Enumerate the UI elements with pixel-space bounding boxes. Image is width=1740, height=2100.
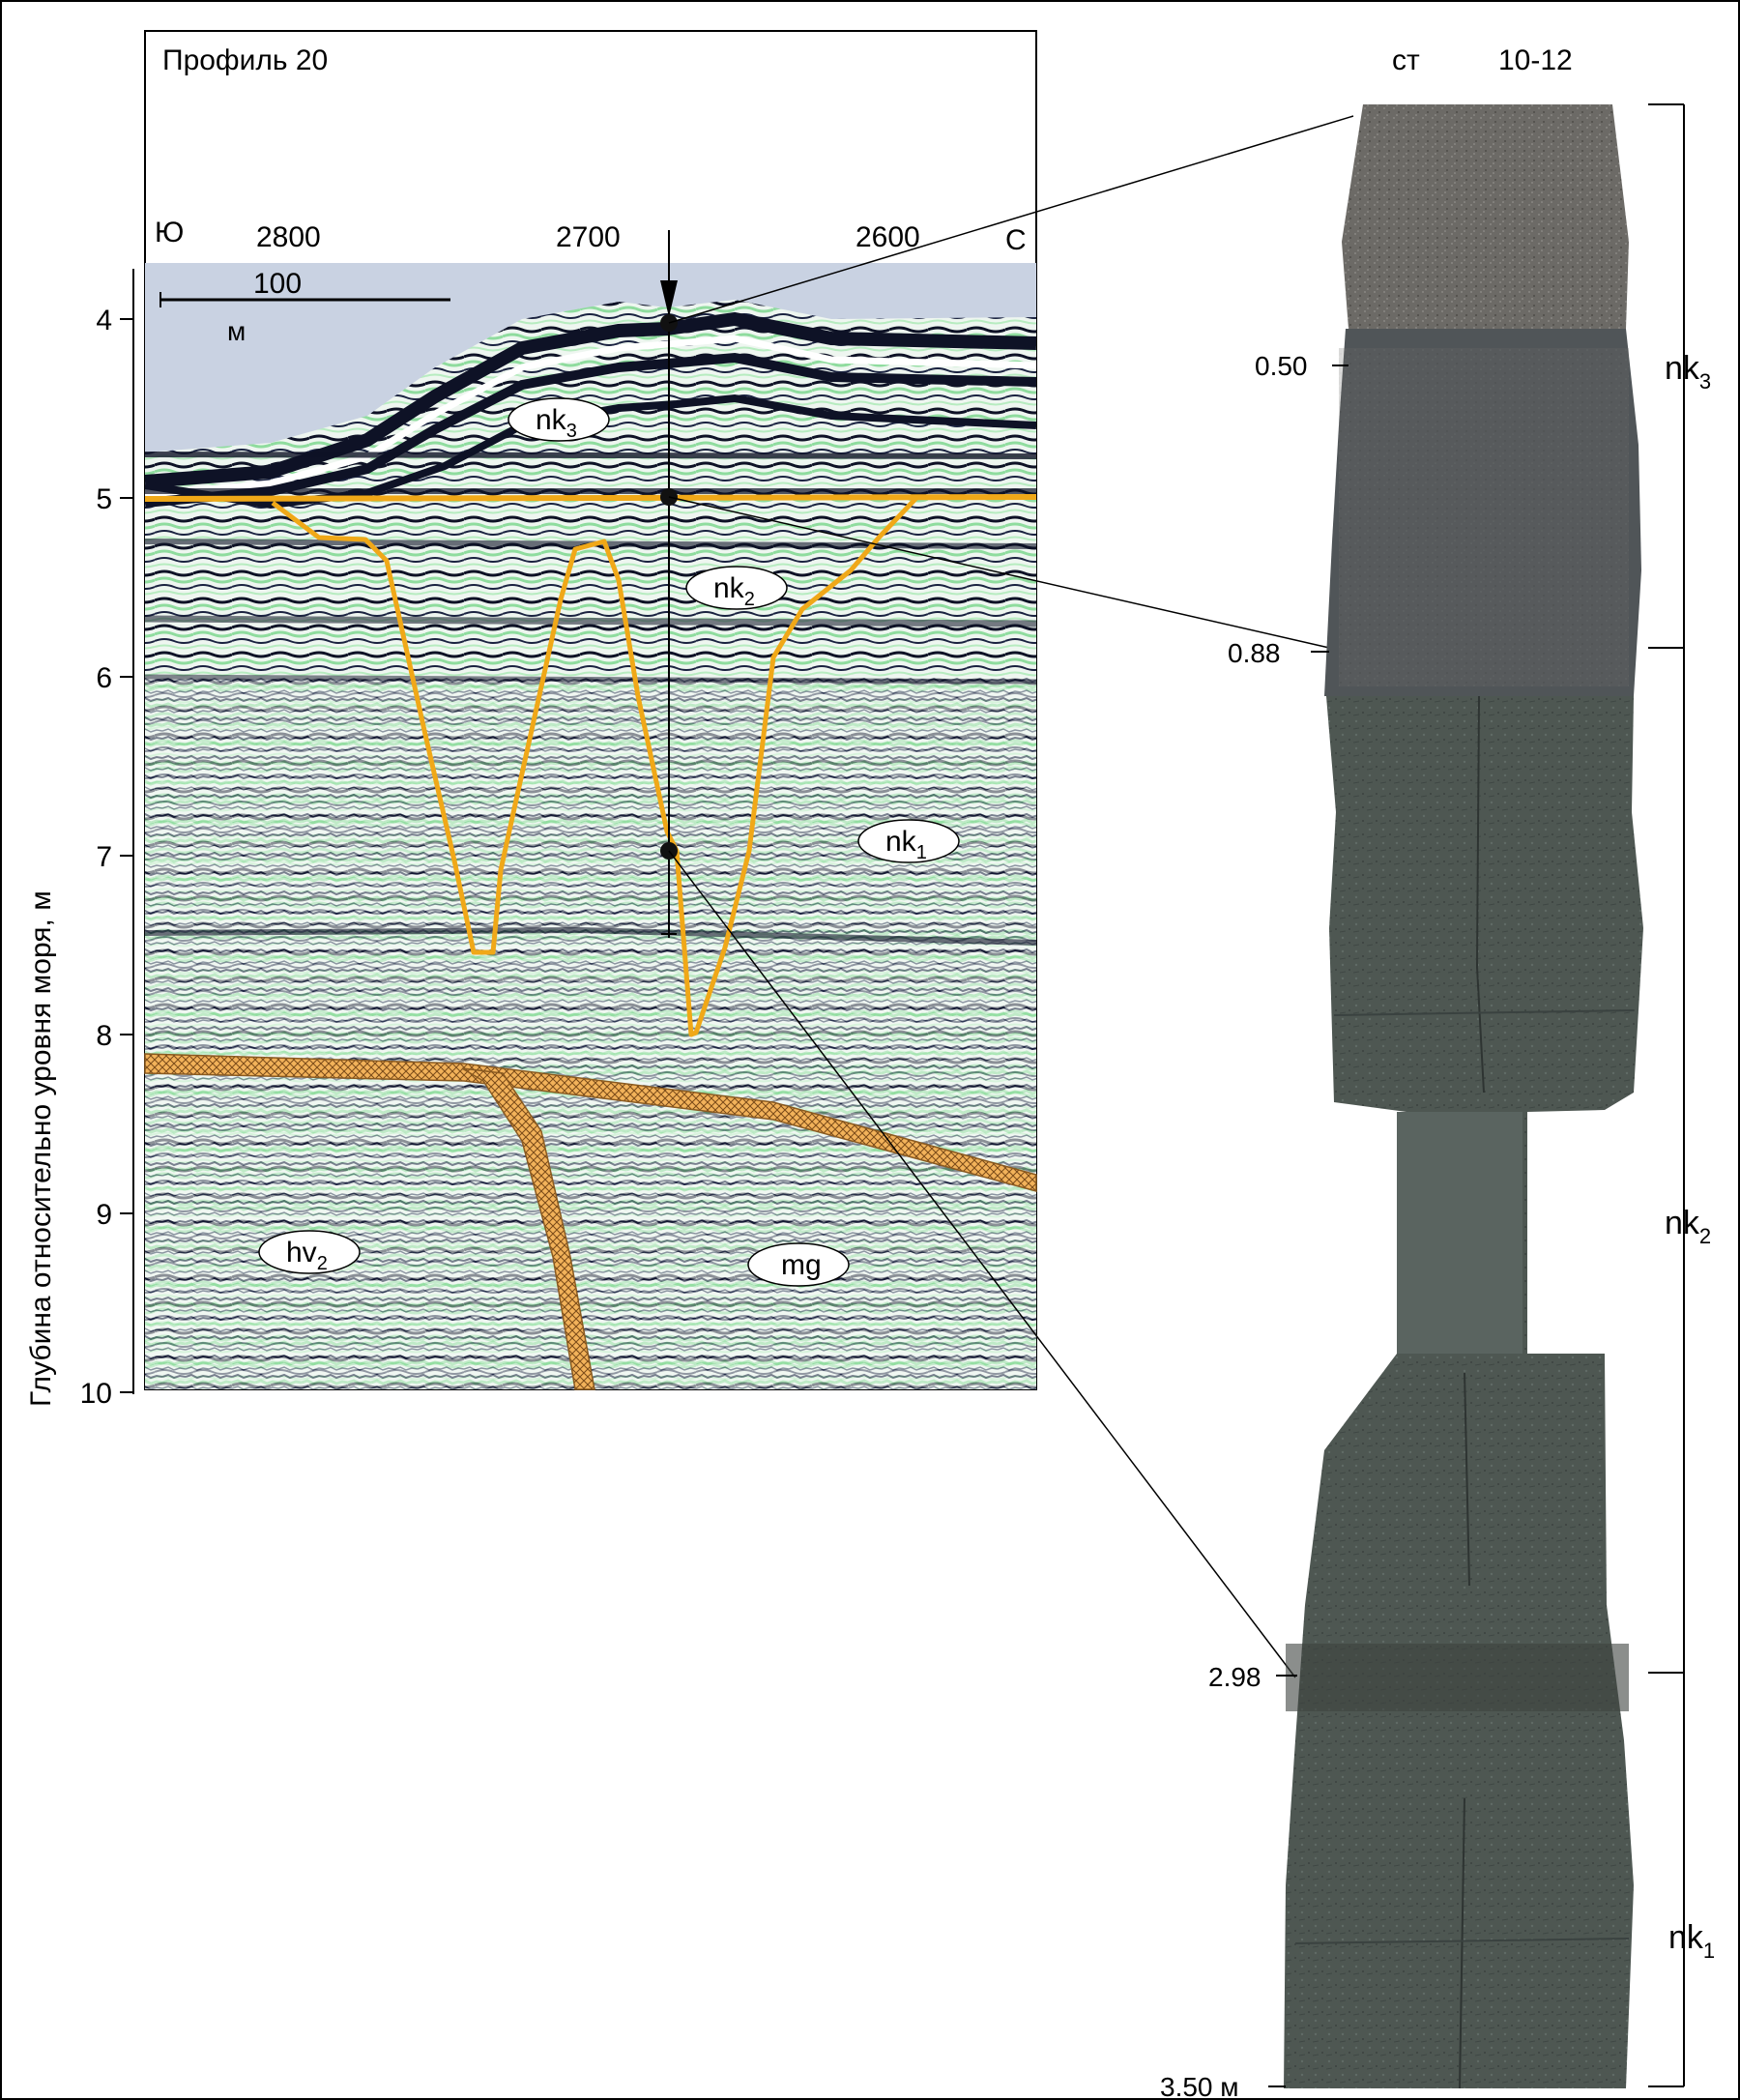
core-column: ст 10-12 0.50 0.88 2.98 3.50 м — [1160, 44, 1715, 2100]
x-tick-0: 2800 — [256, 221, 321, 253]
profile-title: Профиль 20 — [162, 44, 328, 76]
y-tick-label: 4 — [96, 305, 112, 336]
direction-south: Ю — [155, 217, 184, 248]
x-tick-2: 2600 — [856, 221, 920, 253]
core-layer-nk2: nk2 — [1665, 1205, 1711, 1248]
scale-value: 100 — [253, 268, 302, 300]
core-station-prefix: ст — [1392, 44, 1420, 76]
depth-mark-050: 0.50 — [1255, 351, 1308, 381]
svg-text:nk1: nk1 — [885, 826, 927, 863]
y-tick-label: 9 — [96, 1199, 112, 1231]
borehole-marker — [660, 230, 678, 938]
correlation-lines — [668, 115, 1354, 1678]
svg-text:nk3: nk3 — [536, 404, 577, 442]
direction-north: С — [1005, 224, 1027, 256]
water-column — [145, 263, 1036, 452]
y-tick-label: 7 — [96, 841, 112, 873]
svg-text:mg: mg — [781, 1249, 822, 1281]
unit-label-nk1: nk1 — [857, 819, 960, 863]
y-tick-label: 8 — [96, 1020, 112, 1052]
svg-text:hv2: hv2 — [286, 1237, 328, 1274]
core-layer-nk1: nk1 — [1668, 1919, 1715, 1963]
depth-mark-298: 2.98 — [1208, 1662, 1262, 1692]
core-station-id: 10-12 — [1498, 44, 1573, 76]
channel-boundaries — [144, 494, 1037, 1037]
scale-unit: м — [227, 316, 246, 346]
depth-mark-088: 0.88 — [1228, 638, 1281, 668]
x-tick-1: 2700 — [556, 221, 621, 253]
layer-bracket — [1648, 103, 1685, 2087]
scale-bar: 100 м — [160, 268, 450, 346]
unit-label-nk2: nk2 — [685, 566, 788, 610]
unit-labels: nk3 nk2 nk1 hv2 mg — [258, 397, 960, 1287]
unit-label-hv2: hv2 — [258, 1230, 361, 1274]
y-axis: 4 5 6 7 8 9 10 Глубина относительно уровня мор… — [25, 269, 134, 1410]
unit-label-nk3: nk3 — [508, 397, 610, 442]
depth-mark-350: 3.50 м — [1160, 2072, 1239, 2100]
svg-text:nk2: nk2 — [713, 572, 755, 610]
y-axis-label: Глубина относительно уровня моря, м — [25, 890, 57, 1407]
borehole-arrow-icon — [660, 280, 678, 317]
seismic-section — [145, 263, 1036, 1389]
y-tick-label: 10 — [80, 1378, 112, 1410]
y-tick-label: 5 — [96, 483, 112, 515]
fault-bands — [144, 1053, 1037, 1390]
core-layer-nk3: nk3 — [1665, 350, 1711, 394]
y-tick-label: 6 — [96, 662, 112, 694]
unit-label-mg: mg — [747, 1242, 850, 1287]
